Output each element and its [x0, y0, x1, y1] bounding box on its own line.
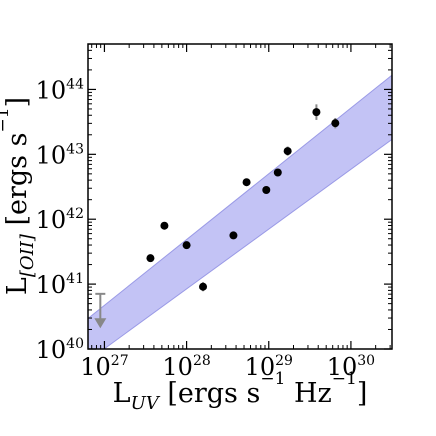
y-tick-label: 1043 [36, 141, 84, 169]
data-point [242, 178, 251, 187]
y-tick-label: 1044 [36, 76, 84, 104]
y-tick-label: 1042 [36, 206, 84, 234]
y-tick-label: 1041 [36, 271, 84, 299]
data-point [199, 282, 208, 291]
x-tick-label: 1027 [80, 353, 128, 381]
data-point [262, 186, 271, 195]
x-tick-label: 1029 [245, 353, 293, 381]
data-point [229, 231, 238, 240]
plot-frame [87, 43, 393, 350]
data-point [273, 168, 282, 177]
y-axis-ticks: 1040 1041 1042 1043 1044 [36, 43, 392, 364]
data-point [312, 108, 321, 117]
y-tick-label: 1040 [36, 336, 84, 364]
x-tick-label: 1028 [162, 353, 210, 381]
data-point [146, 254, 155, 263]
data-points [146, 104, 340, 292]
band-area [88, 74, 392, 349]
x-axis-ticks: 1027 1028 1029 1030 [80, 44, 391, 381]
x-axis-title: LUV [ergs s−1 Hz−1] [113, 369, 368, 414]
upper-limit-arrowhead [94, 318, 107, 329]
x-tick-label: 1030 [327, 353, 375, 381]
data-point [283, 147, 292, 156]
model-band [88, 74, 392, 349]
y-axis-title: L[OII] [ergs s−1] [0, 97, 38, 295]
upper-limits [94, 292, 107, 329]
data-point [331, 119, 340, 128]
data-point [182, 241, 191, 250]
data-point [160, 221, 169, 230]
